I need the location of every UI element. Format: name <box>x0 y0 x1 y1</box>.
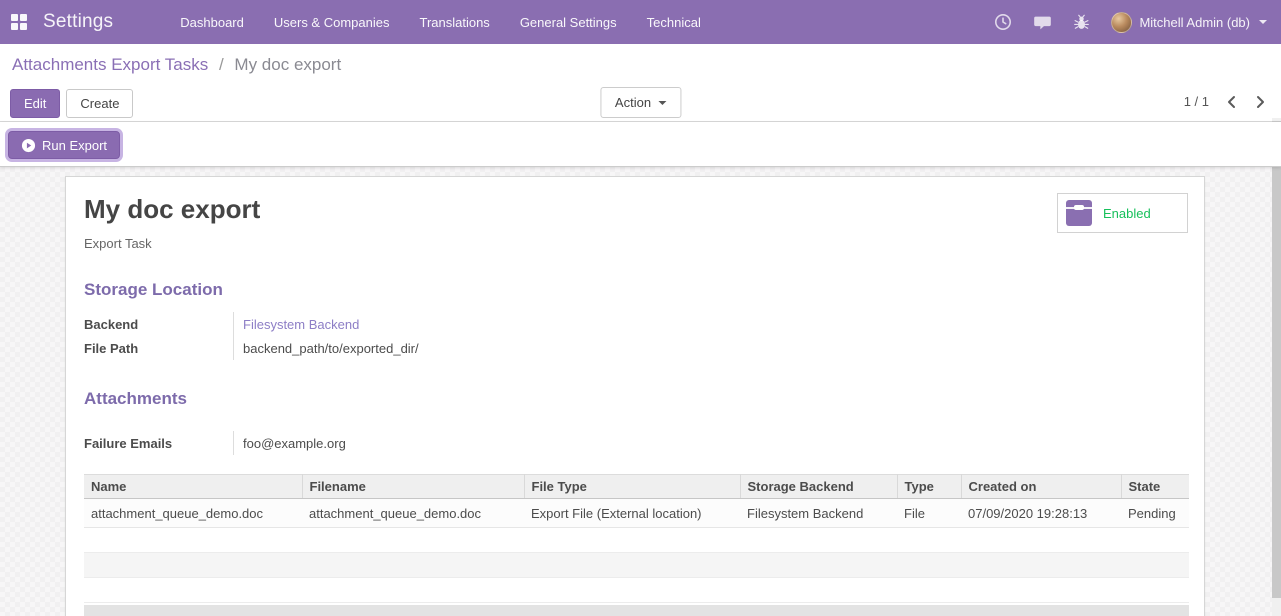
table-header-row: Name Filename File Type Storage Backend … <box>84 474 1189 499</box>
column-header-name[interactable]: Name <box>84 474 303 499</box>
apps-menu-icon[interactable] <box>11 13 28 31</box>
empty-row <box>84 527 1189 553</box>
messages-icon[interactable] <box>1027 7 1057 37</box>
cell-state[interactable]: Pending <box>1121 498 1189 528</box>
cell-created-on[interactable]: 07/09/2020 19:28:13 <box>961 498 1121 528</box>
field-row-backend: Backend Filesystem Backend <box>84 312 1188 336</box>
column-header-storage-backend[interactable]: Storage Backend <box>740 474 898 499</box>
backend-link[interactable]: Filesystem Backend <box>243 316 360 332</box>
play-circle-icon <box>21 138 36 152</box>
column-header-file-type[interactable]: File Type <box>524 474 741 499</box>
vertical-scrollbar-track[interactable] <box>1272 118 1281 616</box>
vertical-scrollbar-thumb[interactable] <box>1272 121 1281 598</box>
file-path-value: backend_path/to/exported_dir/ <box>233 336 1188 360</box>
record-subtitle: Export Task <box>84 236 152 251</box>
app-title[interactable]: Settings <box>43 11 114 32</box>
user-menu[interactable]: Mitchell Admin (db) <box>1111 11 1267 33</box>
column-header-created-on[interactable]: Created on <box>961 474 1122 499</box>
table-row[interactable]: attachment_queue_demo.doc attachment_que… <box>84 498 1189 528</box>
field-row-failure-emails: Failure Emails foo@example.org <box>84 431 1188 455</box>
pager-previous-icon[interactable] <box>1225 95 1238 109</box>
cell-file-type[interactable]: Export File (External location) <box>524 498 740 528</box>
attachments-fields: Failure Emails foo@example.org <box>84 431 1188 455</box>
action-dropdown-button[interactable]: Action <box>599 87 682 118</box>
table-horizontal-scrollbar[interactable] <box>84 605 1189 616</box>
debug-bug-icon[interactable] <box>1066 7 1096 37</box>
form-statusbar: Run Export <box>0 122 1281 167</box>
pager-next-icon[interactable] <box>1254 95 1267 109</box>
chevron-down-icon <box>658 100 667 105</box>
pager-count: 1 / 1 <box>1183 94 1209 109</box>
breadcrumb-parent-link[interactable]: Attachments Export Tasks <box>12 55 209 74</box>
cell-storage-backend[interactable]: Filesystem Backend <box>740 498 897 528</box>
empty-row <box>84 552 1189 578</box>
field-label-backend: Backend <box>84 316 139 332</box>
field-label-file-path: File Path <box>84 340 139 356</box>
archive-box-icon <box>1066 200 1092 226</box>
run-export-label: Run Export <box>42 137 108 153</box>
nav-menu-general-settings[interactable]: General Settings <box>519 14 617 30</box>
record-title: My doc export <box>84 194 261 224</box>
control-panel: Attachments Export Tasks / My doc export… <box>0 44 1281 122</box>
enabled-status-label: Enabled <box>1103 205 1151 221</box>
cell-name[interactable]: attachment_queue_demo.doc <box>84 498 302 528</box>
pager: 1 / 1 <box>1184 94 1267 109</box>
nav-menu-bar: Dashboard Users & Companies Translations… <box>170 2 711 43</box>
section-heading-attachments: Attachments <box>84 389 187 408</box>
chevron-down-icon <box>1259 20 1267 24</box>
create-button[interactable]: Create <box>66 89 134 118</box>
column-header-state[interactable]: State <box>1121 474 1189 499</box>
breadcrumb: Attachments Export Tasks / My doc export <box>12 55 341 75</box>
edit-button[interactable]: Edit <box>10 89 61 118</box>
top-navbar: Settings Dashboard Users & Companies Tra… <box>0 0 1281 44</box>
failure-emails-value: foo@example.org <box>233 431 1188 455</box>
storage-location-fields: Backend Filesystem Backend File Path bac… <box>84 312 1188 360</box>
column-header-type[interactable]: Type <box>897 474 962 499</box>
user-avatar <box>1111 11 1133 33</box>
breadcrumb-current: My doc export <box>234 55 342 74</box>
activities-clock-icon[interactable] <box>988 7 1018 37</box>
field-row-file-path: File Path backend_path/to/exported_dir/ <box>84 336 1188 360</box>
user-name: Mitchell Admin (db) <box>1139 14 1250 30</box>
cell-type[interactable]: File <box>897 498 961 528</box>
run-export-button[interactable]: Run Export <box>8 131 121 159</box>
field-label-failure-emails: Failure Emails <box>84 435 173 451</box>
form-sheet: My doc export Export Task Enabled Storag… <box>65 176 1205 616</box>
form-view-background: My doc export Export Task Enabled Storag… <box>0 167 1281 616</box>
action-label: Action <box>614 95 652 110</box>
breadcrumb-separator: / <box>218 55 224 74</box>
nav-menu-technical[interactable]: Technical <box>646 14 701 30</box>
empty-row <box>84 577 1189 603</box>
attachments-list-table: Name Filename File Type Storage Backend … <box>84 474 1189 603</box>
column-header-filename[interactable]: Filename <box>302 474 525 499</box>
nav-menu-dashboard[interactable]: Dashboard <box>180 14 244 30</box>
nav-menu-users-companies[interactable]: Users & Companies <box>273 14 390 30</box>
nav-menu-translations[interactable]: Translations <box>419 14 490 30</box>
section-heading-storage-location: Storage Location <box>84 280 223 299</box>
cell-filename[interactable]: attachment_queue_demo.doc <box>302 498 524 528</box>
enabled-stat-button[interactable]: Enabled <box>1057 193 1188 233</box>
